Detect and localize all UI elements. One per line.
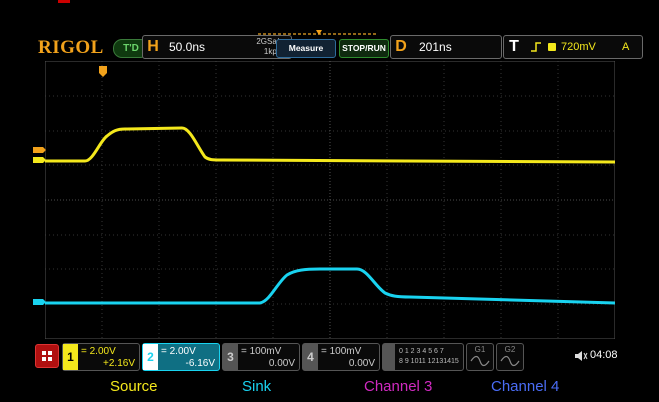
waveform-display[interactable] bbox=[45, 61, 615, 339]
waveform-position-bar bbox=[258, 30, 378, 35]
legend-channel-4: Channel 4 bbox=[491, 378, 560, 395]
channel-1-box[interactable]: 1 = 2.00V +2.16V bbox=[62, 343, 140, 371]
horizontal-timebase-box[interactable]: H 50.0ns 2GSa/s 1kpts bbox=[142, 35, 292, 59]
digital-row-2: 8 9 1011 12131415 bbox=[399, 358, 459, 365]
channel-4-scale: = 100mV bbox=[321, 346, 362, 357]
measure-button[interactable]: Measure bbox=[276, 39, 336, 58]
digital-row-1: 0 1 2 3 4 5 6 7 bbox=[399, 348, 444, 355]
legend-sink: Sink bbox=[242, 378, 272, 395]
legend-source: Source bbox=[110, 378, 158, 395]
mode-badge: T'D bbox=[113, 39, 149, 58]
generator-1-label: G1 bbox=[474, 345, 486, 354]
channel-3-scale-value: 100mV bbox=[249, 346, 282, 357]
legend-channel-3: Channel 3 bbox=[364, 378, 433, 395]
channel-2-box[interactable]: 2 = 2.00V -6.16V bbox=[142, 343, 220, 371]
channel-4-offset: 0.00V bbox=[348, 358, 375, 369]
sine-wave-icon bbox=[470, 355, 490, 367]
trigger-source-icon bbox=[548, 43, 556, 51]
rigol-logo: RIGOL bbox=[38, 37, 104, 58]
channel-2-number: 2 bbox=[143, 344, 158, 370]
channel-1-number: 1 bbox=[63, 344, 78, 370]
channel-4-box[interactable]: 4 = 100mV 0.00V bbox=[302, 343, 380, 371]
clock-time: 04:08 bbox=[590, 349, 618, 361]
digital-channels-box[interactable]: 0 1 2 3 4 5 6 7 8 9 1011 12131415 bbox=[382, 343, 464, 371]
top-marker bbox=[58, 0, 70, 3]
channel-4-number: 4 bbox=[303, 344, 318, 370]
channel-2-marker bbox=[33, 299, 46, 305]
memory-depth: 1kpts bbox=[263, 47, 283, 56]
horizontal-letter: H bbox=[147, 38, 159, 55]
sample-rate-info: 2GSa/s 1kpts bbox=[231, 37, 283, 57]
menu-grid-icon bbox=[42, 351, 52, 361]
trigger-box[interactable]: T 720mV A bbox=[503, 35, 643, 59]
trigger-level: 720mV bbox=[561, 41, 596, 53]
delay-box[interactable]: D 201ns bbox=[390, 35, 502, 59]
channel-3-offset: 0.00V bbox=[268, 358, 295, 369]
trigger-letter: T bbox=[509, 38, 519, 55]
channel-1-scale: = 2.00V bbox=[81, 346, 116, 357]
channel-2-offset: -6.16V bbox=[185, 358, 215, 369]
generator-1-box[interactable]: G1 bbox=[466, 343, 494, 371]
speaker-icon[interactable] bbox=[574, 350, 588, 362]
menu-button[interactable] bbox=[35, 344, 59, 368]
channel-1-marker bbox=[33, 157, 46, 163]
channel-1-trace bbox=[45, 126, 615, 164]
delay-value: 201ns bbox=[419, 40, 452, 54]
channel-3-box[interactable]: 3 = 100mV 0.00V bbox=[222, 343, 300, 371]
digital-box-tab bbox=[383, 344, 395, 370]
channel-1-offset: +2.16V bbox=[103, 358, 135, 369]
timebase-value: 50.0ns bbox=[169, 40, 206, 54]
sample-rate: 2GSa/s bbox=[256, 37, 283, 46]
trigger-position-marker bbox=[99, 66, 107, 77]
top-status-bar: RIGOL T'D H 50.0ns 2GSa/s 1kpts Measure … bbox=[18, 30, 643, 60]
generator-2-box[interactable]: G2 bbox=[496, 343, 524, 371]
channel-2-scale: = 2.00V bbox=[161, 346, 196, 357]
bottom-status-bar: 1 = 2.00V +2.16V 2 = 2.00V -6.16V 3 = 10… bbox=[32, 341, 641, 371]
channel-4-scale-value: 100mV bbox=[329, 346, 362, 357]
channel-3-scale: = 100mV bbox=[241, 346, 282, 357]
channel-1-scale-value: 2.00V bbox=[89, 346, 116, 357]
generator-2-label: G2 bbox=[504, 345, 516, 354]
rising-edge-icon bbox=[531, 42, 541, 52]
channel-3-number: 3 bbox=[223, 344, 238, 370]
stop-run-button[interactable]: STOP/RUN bbox=[339, 39, 389, 58]
sine-wave-icon bbox=[500, 355, 520, 367]
trigger-level-marker bbox=[33, 147, 46, 153]
channel-2-trace bbox=[45, 267, 615, 305]
delay-letter: D bbox=[395, 38, 407, 55]
trigger-source: A bbox=[622, 41, 630, 53]
channel-2-scale-value: 2.00V bbox=[169, 346, 196, 357]
